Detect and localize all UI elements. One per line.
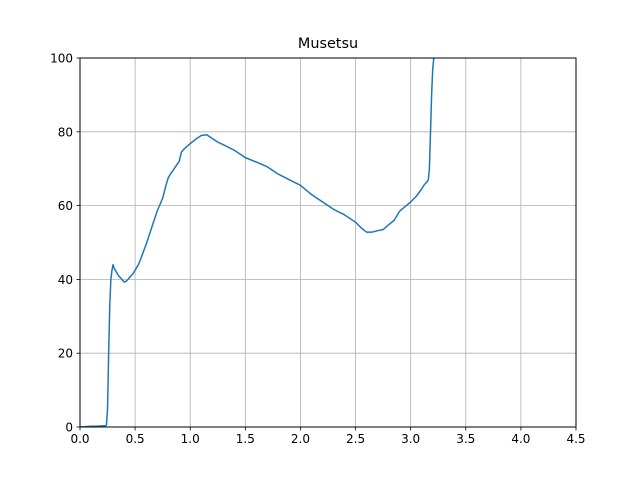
chart-title: Musetsu <box>298 36 358 52</box>
x-tick-label: 2.0 <box>291 432 310 446</box>
x-tick-label: 2.5 <box>346 432 365 446</box>
y-tick-label: 80 <box>58 125 73 139</box>
x-tick-label: 3.0 <box>401 432 420 446</box>
x-tick-label: 0.0 <box>70 432 89 446</box>
ticks: 0.0 0.5 1.0 1.5 2.0 2.5 3.0 3.5 4.0 4.5 0 20 40 60 80 1… <box>50 52 585 447</box>
plot-area-frame <box>79 57 577 428</box>
plot-area-background <box>80 58 576 427</box>
y-tick-label: 20 <box>58 347 73 361</box>
y-tick-label: 100 <box>50 52 73 66</box>
x-tick-label: 4.0 <box>511 432 530 446</box>
x-tick-label: 0.5 <box>126 432 145 446</box>
x-tick-label: 4.5 <box>566 432 585 446</box>
x-tick-label: 3.5 <box>456 432 475 446</box>
series-line-0 <box>80 58 435 427</box>
x-tick-label: 1.0 <box>181 432 200 446</box>
y-tick-label: 0 <box>65 421 73 435</box>
y-tick-label: 60 <box>58 199 73 213</box>
series-layer <box>80 58 435 427</box>
y-tick-label: 40 <box>58 273 73 287</box>
x-tick-label: 1.5 <box>236 432 255 446</box>
